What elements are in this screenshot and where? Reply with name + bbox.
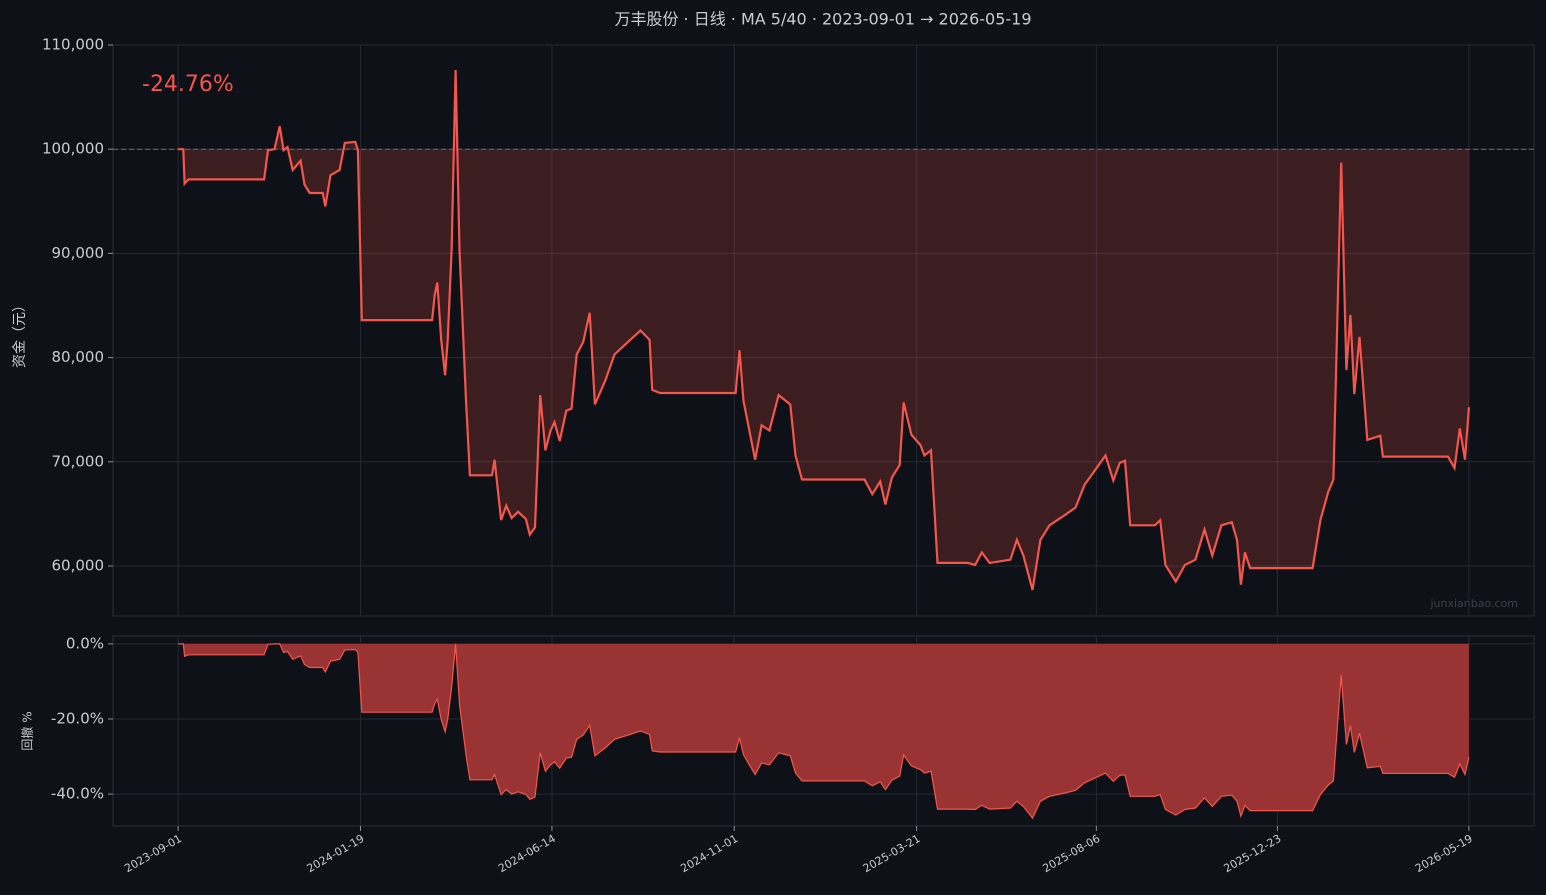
y-tick-label: 60,000 (52, 556, 105, 574)
chart-title: 万丰股份 · 日线 · MA 5/40 · 2023-09-01 → 2026-… (614, 10, 1031, 29)
y-axis-label: 回撤 % (20, 711, 35, 750)
y-tick-label: 90,000 (52, 244, 105, 262)
y-tick-label: 0.0% (66, 634, 104, 652)
y-tick-label: -40.0% (51, 785, 104, 803)
drawdown-line (178, 643, 1470, 820)
plot-frame (112, 635, 1535, 827)
y-tick-label: 80,000 (52, 348, 105, 366)
drawdown-area (178, 643, 1469, 819)
y-axis-label: 资金（元） (12, 298, 28, 368)
area-fill (178, 70, 1469, 590)
y-tick-label: 100,000 (42, 140, 104, 158)
return-annotation: -24.76% (142, 72, 234, 97)
watermark: junxianbao.com (1429, 597, 1518, 610)
y-tick-label: 70,000 (52, 452, 105, 470)
y-tick-label: 110,000 (42, 36, 104, 54)
y-tick-label: -20.0% (51, 709, 104, 727)
equity-line (178, 69, 1470, 591)
